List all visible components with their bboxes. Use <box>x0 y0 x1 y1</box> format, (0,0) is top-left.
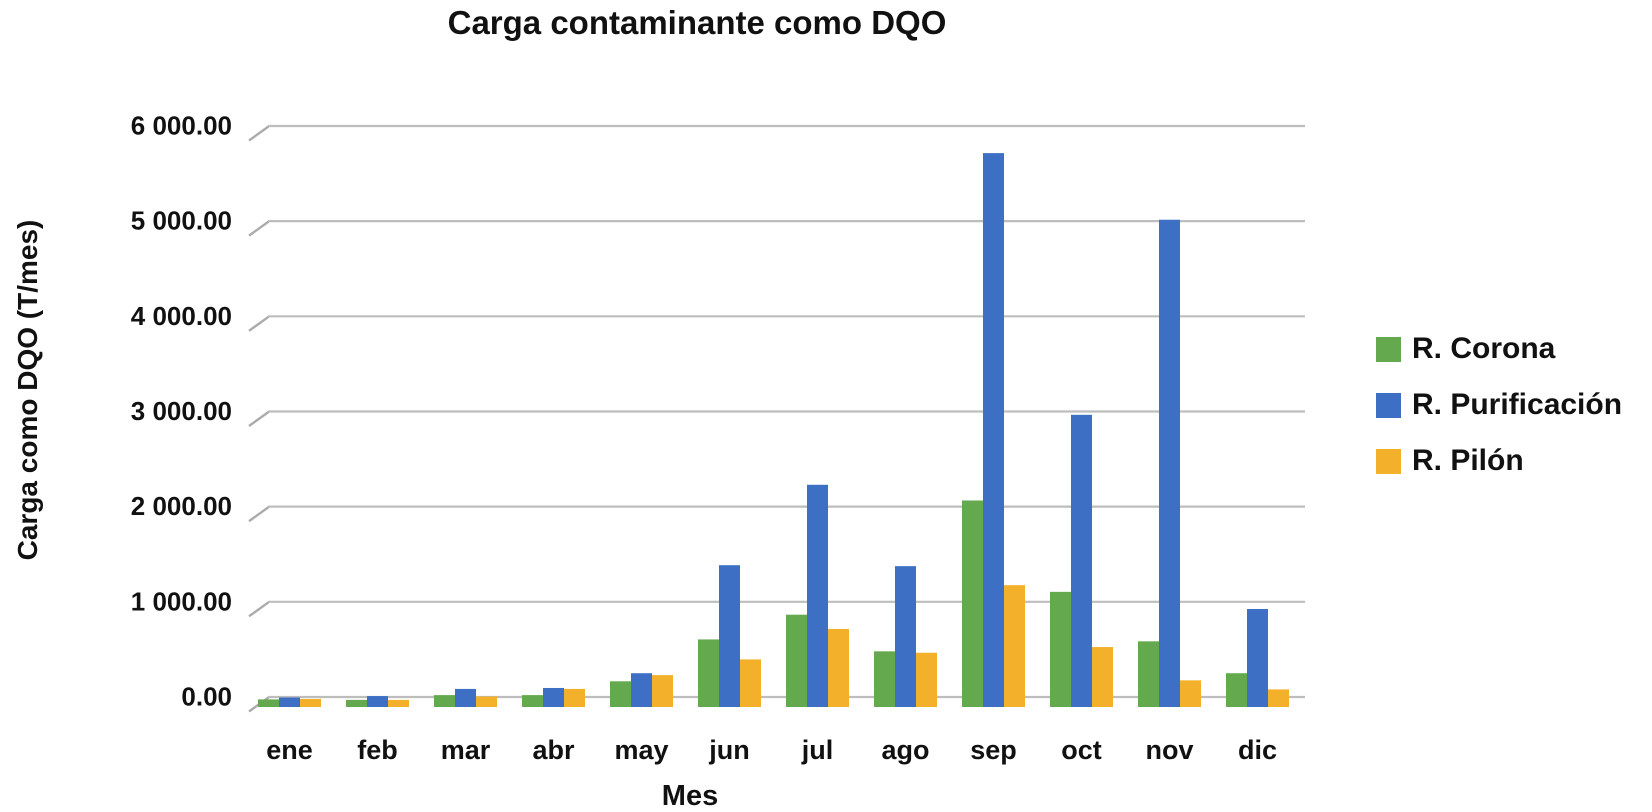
bar-r-purificaci-n-mar <box>455 688 476 707</box>
axis-tick-slash <box>248 601 270 618</box>
y-tick-label: 0.00 <box>181 682 232 712</box>
bar-r-pil-n-jul <box>828 628 849 707</box>
y-tick-label: 6 000.00 <box>131 111 232 141</box>
x-tick-label-may: may <box>614 735 668 765</box>
bar-r-pil-n-mar <box>476 696 497 707</box>
x-tick-label-oct: oct <box>1061 735 1102 765</box>
legend-swatch-purificacion-icon <box>1376 392 1401 418</box>
bar-r-purificaci-n-feb <box>367 696 388 707</box>
bar-r-corona-jul <box>786 614 807 707</box>
axis-tick-slash <box>248 315 270 332</box>
legend-item-pilon: R. Pilón <box>1376 444 1622 477</box>
bar-r-purificaci-n-ene <box>279 697 300 707</box>
bar-r-purificaci-n-sep <box>983 153 1004 707</box>
legend-swatch-corona-icon <box>1376 336 1401 362</box>
bar-r-pil-n-jun <box>740 659 761 707</box>
x-tick-label-abr: abr <box>532 735 575 765</box>
legend-label-purificacion: R. Purificación <box>1412 388 1623 421</box>
axis-tick-slash <box>248 411 270 427</box>
bar-r-purificaci-n-ago <box>895 566 916 707</box>
legend-label-pilon: R. Pilón <box>1412 444 1524 477</box>
axis-tick-slash <box>248 506 270 523</box>
axis-tick-slash <box>248 220 270 237</box>
x-tick-label-nov: nov <box>1145 735 1193 765</box>
x-tick-label-sep: sep <box>970 735 1017 765</box>
bar-r-pil-n-ago <box>916 652 937 707</box>
bar-r-corona-abr <box>522 695 543 707</box>
legend-swatch-pilon-icon <box>1376 448 1401 474</box>
x-tick-label-dic: dic <box>1238 735 1277 765</box>
bar-r-corona-may <box>610 681 631 707</box>
bar-r-purificaci-n-dic <box>1247 608 1268 707</box>
x-tick-label-mar: mar <box>441 735 491 765</box>
bar-r-corona-ene <box>258 699 279 707</box>
bar-r-pil-n-dic <box>1268 689 1289 707</box>
bar-r-purificaci-n-may <box>631 673 652 707</box>
bar-r-pil-n-may <box>652 675 673 707</box>
bar-r-corona-mar <box>434 695 455 707</box>
bar-r-corona-oct <box>1050 591 1071 707</box>
x-tick-label-ene: ene <box>266 735 313 765</box>
bar-r-pil-n-ene <box>300 698 321 707</box>
bar-r-purificaci-n-jul <box>807 484 828 707</box>
x-tick-label-jul: jul <box>801 735 834 765</box>
x-tick-label-jun: jun <box>708 735 750 765</box>
bar-r-purificaci-n-oct <box>1071 414 1092 707</box>
y-tick-label: 3 000.00 <box>131 396 232 426</box>
x-axis-title: Mes <box>661 780 719 812</box>
bar-r-corona-nov <box>1138 641 1159 707</box>
bar-r-corona-jun <box>698 639 719 707</box>
legend: R. Corona R. Purificación R. Pilón <box>1376 332 1623 502</box>
legend-label-corona: R. Corona <box>1412 332 1556 365</box>
x-tick-label-feb: feb <box>357 735 398 765</box>
bar-r-corona-feb <box>346 699 367 707</box>
legend-item-purificacion: R. Purificación <box>1376 388 1623 421</box>
bar-r-pil-n-sep <box>1004 585 1025 707</box>
y-tick-label: 1 000.00 <box>131 586 232 616</box>
x-tick-label-ago: ago <box>881 735 929 765</box>
bar-r-corona-dic <box>1226 673 1247 707</box>
bar-r-corona-sep <box>962 500 983 707</box>
bar-r-corona-ago <box>874 651 895 707</box>
axis-tick-slash <box>248 125 270 142</box>
bar-r-purificaci-n-abr <box>543 687 564 707</box>
y-tick-label: 2 000.00 <box>131 491 232 521</box>
bar-r-purificaci-n-nov <box>1159 219 1180 707</box>
bar-r-pil-n-nov <box>1180 680 1201 707</box>
bar-r-purificaci-n-jun <box>719 565 740 707</box>
legend-item-corona: R. Corona <box>1376 332 1622 365</box>
bar-r-pil-n-feb <box>388 699 409 707</box>
y-tick-label: 4 000.00 <box>131 301 232 331</box>
chart-title: Carga contaminante como DQO <box>447 4 947 41</box>
bar-r-pil-n-oct <box>1092 647 1113 707</box>
bar-r-pil-n-abr <box>564 688 585 707</box>
y-tick-label: 5 000.00 <box>131 206 232 236</box>
